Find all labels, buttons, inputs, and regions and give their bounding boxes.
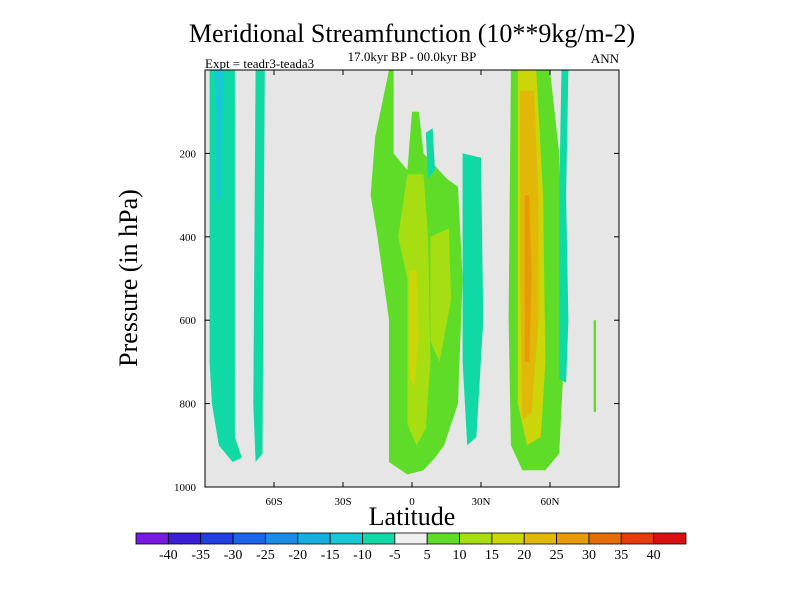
- colorbar-swatch: [232, 532, 266, 545]
- colorbar-label: -40: [159, 548, 178, 563]
- colorbar-swatch: [523, 532, 557, 545]
- colorbar: -40 -35 -30 -25 -20 -15 -10 -5 5 10 15 20 25 30 35 40: [135, 532, 687, 563]
- colorbar-swatch: [556, 532, 590, 545]
- contour-tropical-inner-b: [430, 228, 452, 362]
- colorbar-label: 20: [517, 548, 531, 563]
- colorbar-label: 10: [453, 548, 467, 563]
- x-tick-label: 30S: [334, 496, 351, 508]
- contour-nh-negative-cell: [462, 153, 484, 446]
- colorbar-label: -5: [389, 548, 401, 563]
- colorbar-swatch: [426, 532, 460, 545]
- colorbar-swatch: [329, 532, 363, 545]
- y-tick-label: 1000: [174, 482, 197, 494]
- colorbar-label: -10: [353, 548, 372, 563]
- colorbar-swatch: [297, 532, 331, 545]
- colorbar-label: 5: [424, 548, 431, 563]
- contour-nh-positive-30: [524, 195, 532, 362]
- colorbar-label: -20: [288, 548, 307, 563]
- colorbar-swatch: [588, 532, 622, 545]
- x-tick-label: 30N: [472, 496, 491, 508]
- colorbar-label: -30: [224, 548, 243, 563]
- y-tick-label: 800: [180, 399, 197, 411]
- y-tick-label: 400: [180, 232, 197, 244]
- colorbar-label: 40: [647, 548, 661, 563]
- x-tick-label: 60S: [265, 496, 282, 508]
- colorbar-label: 35: [614, 548, 628, 563]
- x-tick-label: 0: [409, 496, 415, 508]
- contour-tropical-core: [409, 270, 419, 387]
- colorbar-swatch: [135, 532, 169, 545]
- colorbar-label: 15: [485, 548, 499, 563]
- experiment-label: Expt = teadr3-teada3: [205, 56, 314, 71]
- season-label: ANN: [591, 51, 620, 66]
- colorbar-label: -15: [321, 548, 340, 563]
- colorbar-label: -25: [256, 548, 275, 563]
- axis-ticks: 60S 30S 0 30N 60N 200 400 600 800 1000: [174, 70, 619, 508]
- colorbar-swatch: [620, 532, 655, 545]
- colorbar-swatch: [459, 532, 493, 545]
- colorbar-swatch: [362, 532, 396, 545]
- colorbar-swatch: [265, 532, 299, 545]
- colorbar-swatch: [200, 532, 234, 545]
- colorbar-label: 30: [582, 548, 596, 563]
- contour-sh-negative-strip: [253, 70, 265, 462]
- colorbar-label: 25: [550, 548, 564, 563]
- x-tick-label: 60N: [541, 496, 560, 508]
- colorbar-swatch: [167, 532, 202, 545]
- y-tick-label: 600: [180, 315, 197, 327]
- chart-subtitle: 17.0kyr BP - 00.0kyr BP: [348, 49, 477, 64]
- colorbar-swatch: [394, 532, 428, 545]
- contour-sh-negative-inner: [214, 70, 224, 204]
- x-axis-label: Latitude: [369, 502, 456, 531]
- contour-regions: [209, 70, 596, 475]
- contour-nh-negative-small: [425, 128, 435, 179]
- colorbar-swatch: [653, 532, 687, 545]
- contour-far-north-blip: [593, 320, 596, 412]
- y-axis-label: Pressure (in hPa): [114, 189, 143, 367]
- y-tick-label: 200: [180, 148, 197, 160]
- contour-nh-negative-right: [559, 70, 569, 383]
- colorbar-label: -35: [191, 548, 210, 563]
- colorbar-swatch: [491, 532, 525, 545]
- chart-title: Meridional Streamfunction (10**9kg/m-2): [189, 19, 635, 48]
